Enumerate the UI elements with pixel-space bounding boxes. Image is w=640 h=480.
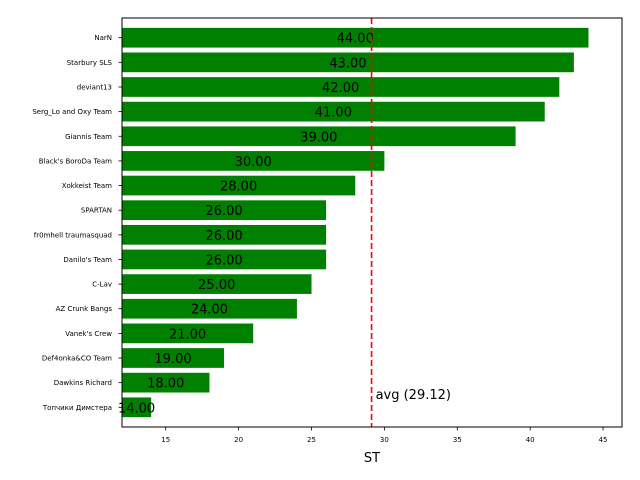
bar-value-label: 26.00 <box>205 253 242 268</box>
bar <box>122 249 327 270</box>
y-tick-label: Dawkins Richard <box>54 379 112 387</box>
x-tick-label: 35 <box>453 436 462 444</box>
average-label: avg (29.12) <box>376 388 451 403</box>
y-tick-label: C-Lav <box>92 281 112 289</box>
x-tick-label: 40 <box>526 436 535 444</box>
bar-value-label: 25.00 <box>198 278 235 293</box>
y-tick-label: NarN <box>94 34 112 42</box>
bar <box>122 126 516 147</box>
bar-labels-group: 44.00 43.00 42.00 41.00 39.00 30.00 28.00 26.00… <box>118 32 374 417</box>
bar-value-label: 26.00 <box>205 204 242 219</box>
bar-value-label: 28.00 <box>220 180 257 195</box>
bar <box>122 274 312 294</box>
bar <box>122 348 225 368</box>
bar <box>122 397 152 418</box>
bar <box>122 200 327 221</box>
y-tick-label: Black's BoroDa Team <box>39 157 112 165</box>
bar-value-label: 24.00 <box>191 303 228 318</box>
x-tick-label: 25 <box>307 436 316 444</box>
y-tick-label: Giannis Team <box>65 133 112 141</box>
bar-value-label: 26.00 <box>205 229 242 244</box>
y-tick-label: fr0mhell traumasquad <box>34 231 112 239</box>
x-tick-label: 15 <box>161 436 170 444</box>
bar <box>122 175 356 196</box>
bar <box>122 372 210 393</box>
bar-value-label: 18.00 <box>147 377 184 392</box>
bar <box>122 151 385 171</box>
x-tick-label: 20 <box>234 436 243 444</box>
plot-frame <box>121 17 623 428</box>
y-axis-ticks: NarN Starbury SLS deviant13 Serg_Lo and Oxy… <box>32 34 122 412</box>
bar <box>122 101 545 122</box>
bar-value-label: 44.00 <box>337 32 374 47</box>
y-tick-label: Vanek's Crew <box>65 330 112 338</box>
bar <box>122 323 254 344</box>
x-axis-label: ST <box>364 451 380 466</box>
bar <box>122 298 297 319</box>
x-tick-label: 30 <box>380 436 389 444</box>
bar-value-label: 14.00 <box>118 401 155 416</box>
bar <box>122 77 560 97</box>
bar-value-label: 39.00 <box>300 130 337 145</box>
x-axis-ticks: 15 20 25 30 35 40 45 <box>161 427 608 444</box>
bar-value-label: 41.00 <box>315 106 352 121</box>
y-tick-label: Xokkeist Team <box>62 182 112 190</box>
bar-value-label: 30.00 <box>235 155 272 170</box>
bar-value-label: 42.00 <box>322 81 359 96</box>
y-tick-label: Danilo's Team <box>63 256 112 264</box>
bar <box>122 52 574 73</box>
bar-value-label: 43.00 <box>329 56 366 71</box>
x-tick-label: 45 <box>599 436 608 444</box>
y-tick-label: Serg_Lo and Oxy Team <box>32 108 112 116</box>
y-tick-label: SPARTAN <box>81 207 112 215</box>
bar <box>122 27 589 48</box>
y-tick-label: AZ Crunk Bangs <box>56 305 113 313</box>
bar-value-label: 21.00 <box>169 327 206 342</box>
bar-value-label: 19.00 <box>154 352 191 367</box>
y-tick-label: Топчики Димстера <box>42 404 112 412</box>
bar <box>122 224 327 245</box>
bars-group <box>122 27 589 418</box>
y-tick-label: Def4onka&CO Team <box>42 355 112 363</box>
y-tick-label: deviant13 <box>77 83 112 91</box>
y-tick-label: Starbury SLS <box>67 59 113 67</box>
